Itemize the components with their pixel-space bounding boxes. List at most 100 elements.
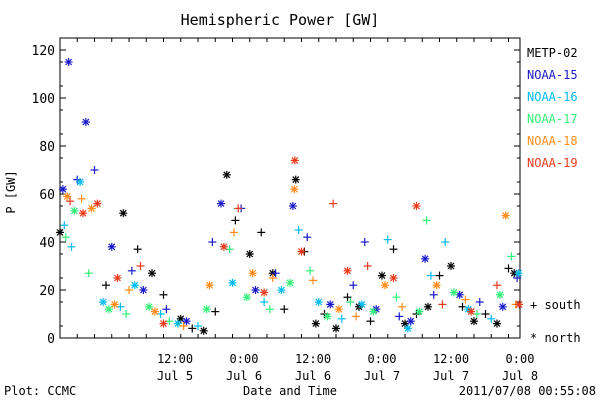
marker-stroke <box>148 269 156 277</box>
legend-metp-02: METP-02 <box>527 46 578 60</box>
data-point-noaa-15 <box>421 254 430 263</box>
x-tick-time-label: 0:00 <box>230 352 259 366</box>
marker-stroke <box>424 303 432 311</box>
marker-stroke <box>223 171 231 179</box>
data-point-noaa-17 <box>84 269 93 278</box>
data-point-noaa-17 <box>415 307 424 316</box>
y-tick-label: 60 <box>39 188 55 203</box>
x-tick-date-label: Jul 6 <box>226 369 262 383</box>
data-point-noaa-18 <box>205 281 214 290</box>
y-tick-label: 80 <box>39 140 55 155</box>
data-point-noaa-16 <box>130 281 139 290</box>
marker-stroke <box>177 315 185 323</box>
marker-stroke <box>312 320 320 328</box>
marker-stroke <box>145 303 153 311</box>
legend-noaa-17: NOAA-17 <box>527 112 578 126</box>
data-point-noaa-15 <box>217 199 225 208</box>
data-point-noaa-18 <box>63 192 72 201</box>
data-point-noaa-16 <box>99 298 108 306</box>
marker-stroke <box>246 250 254 258</box>
data-point-noaa-19 <box>297 247 306 256</box>
data-point-noaa-19 <box>93 199 102 208</box>
data-point-noaa-15 <box>107 242 116 251</box>
legend-noaa-16: NOAA-16 <box>527 90 578 104</box>
marker-stroke <box>413 202 420 210</box>
data-point-noaa-15 <box>475 298 484 306</box>
marker-stroke <box>499 303 507 311</box>
data-point-noaa-18 <box>501 211 510 220</box>
data-point-metp-02 <box>56 228 64 237</box>
data-point-noaa-19 <box>343 266 352 275</box>
data-point-metp-02 <box>378 271 386 280</box>
south-legend-label: south <box>544 298 580 312</box>
data-point-metp-02 <box>311 319 320 328</box>
x-axis: 12:00 Jul 5 0:00 Jul 6 12:00 Jul 6 0:00 Jul 7 12… <box>59 38 538 383</box>
data-point-noaa-18 <box>77 194 86 203</box>
marker-stroke <box>291 156 299 164</box>
data-point-noaa-15 <box>162 305 171 314</box>
data-point-noaa-18 <box>179 322 188 330</box>
data-point-noaa-18 <box>290 185 299 194</box>
marker-stroke <box>369 308 377 316</box>
data-point-noaa-15 <box>90 166 99 174</box>
marker-stroke <box>467 308 475 316</box>
x-axis-label: Date and Time <box>243 384 337 398</box>
x-tick-date-label: Jul 7 <box>433 369 469 383</box>
data-point-metp-02 <box>447 262 455 270</box>
marker-stroke <box>493 320 501 328</box>
marker-stroke <box>220 243 228 251</box>
data-point-noaa-15 <box>498 302 507 311</box>
data-point-noaa-19 <box>113 274 122 282</box>
data-point-metp-02 <box>366 317 375 326</box>
data-point-metp-02 <box>332 324 340 333</box>
data-point-noaa-17 <box>61 233 70 242</box>
data-point-noaa-18 <box>268 274 277 282</box>
data-point-noaa-18 <box>334 305 343 314</box>
data-point-noaa-19 <box>493 281 501 290</box>
marker-stroke <box>456 291 464 299</box>
x-tick-date-label: Jul 6 <box>295 369 331 383</box>
data-point-noaa-15 <box>182 317 191 326</box>
marker-stroke <box>160 320 167 328</box>
x-tick-time-label: 0:00 <box>506 352 535 366</box>
data-point-metp-02 <box>481 310 490 318</box>
marker-stroke <box>174 320 182 328</box>
marker-stroke <box>139 286 147 294</box>
data-point-noaa-19 <box>219 242 228 251</box>
x-tick-date-label: Jul 7 <box>364 369 400 383</box>
marker-stroke <box>447 262 455 270</box>
marker-stroke <box>63 192 71 200</box>
data-point-noaa-17 <box>306 266 315 275</box>
marker-stroke <box>243 293 251 301</box>
data-point-metp-02 <box>257 228 266 237</box>
y-tick-label: 120 <box>32 44 55 59</box>
north-marker-legend: * north <box>530 331 581 345</box>
plot-frame <box>59 37 521 339</box>
data-point-noaa-15 <box>208 238 217 246</box>
data-point-noaa-19 <box>363 262 372 270</box>
plot-border <box>59 37 521 339</box>
marker-stroke <box>108 243 116 251</box>
marker-stroke <box>252 286 259 294</box>
data-point-metp-02 <box>211 307 220 316</box>
marker-stroke <box>496 291 504 299</box>
data-point-metp-02 <box>504 264 513 273</box>
legend-noaa-15: NOAA-15 <box>527 68 578 82</box>
marker-stroke <box>59 185 67 193</box>
data-point-noaa-16 <box>403 324 412 333</box>
data-point-noaa-17 <box>145 302 154 311</box>
data-point-noaa-15 <box>251 286 260 294</box>
chart-title: Hemispheric Power [GW] <box>181 11 380 29</box>
data-point-noaa-18 <box>150 307 159 316</box>
data-point-noaa-15 <box>288 202 297 210</box>
data-point-noaa-19 <box>234 204 243 213</box>
marker-stroke <box>206 281 213 289</box>
marker-stroke <box>217 200 225 208</box>
marker-stroke <box>111 300 119 308</box>
data-point-noaa-16 <box>337 314 346 323</box>
data-point-noaa-17 <box>242 293 251 302</box>
data-point-noaa-17 <box>369 307 378 316</box>
data-point-noaa-17 <box>265 305 274 314</box>
marker-stroke <box>433 281 441 289</box>
